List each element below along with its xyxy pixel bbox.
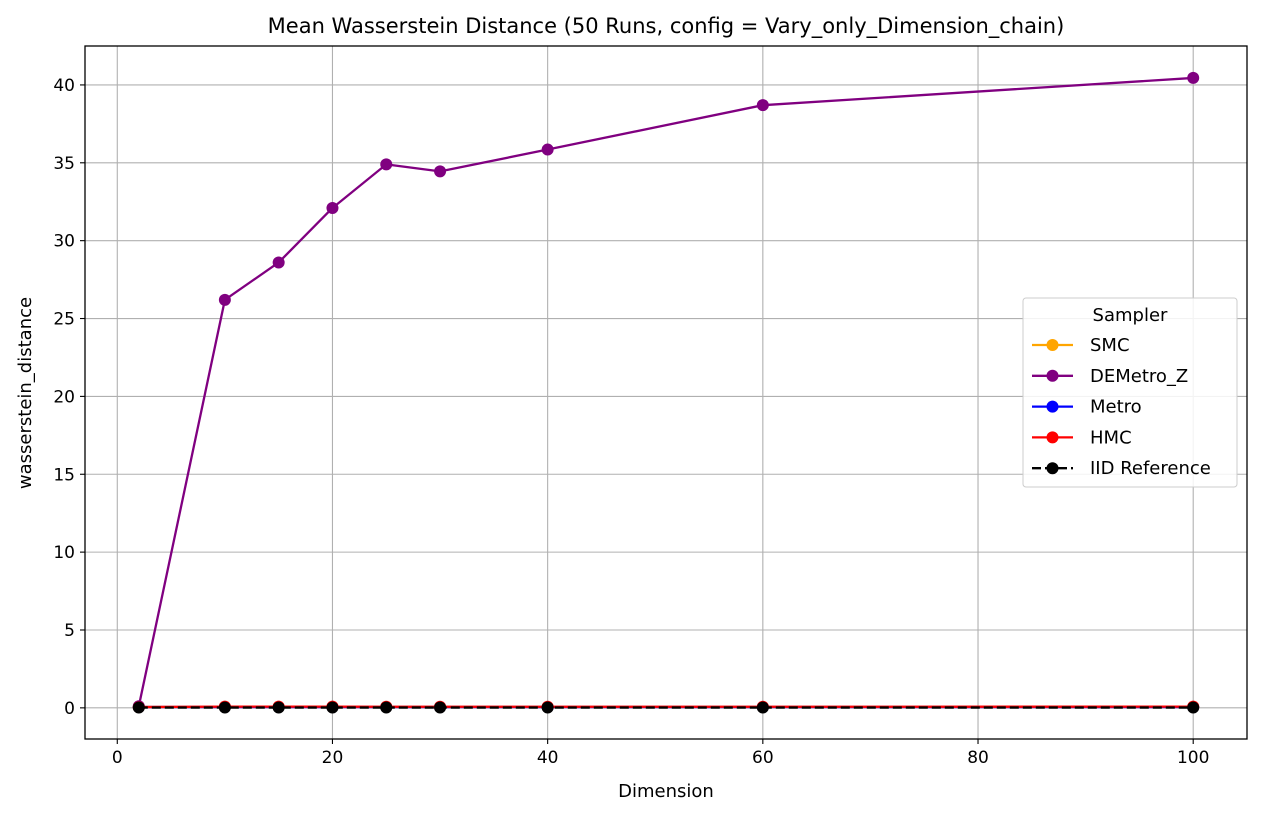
data-point-iid-reference	[541, 701, 554, 714]
legend-item-metro: Metro	[1032, 397, 1142, 418]
x-tick-label: 60	[752, 748, 774, 768]
legend-item-smc: SMC	[1032, 335, 1130, 356]
legend-title: Sampler	[1093, 305, 1168, 326]
y-tick-label: 10	[53, 543, 75, 563]
legend-label: DEMetro_Z	[1090, 366, 1188, 387]
legend-box	[1022, 297, 1238, 488]
legend-swatch-marker	[1046, 400, 1059, 413]
y-tick-label: 40	[53, 76, 75, 96]
data-point-demetro-z	[272, 256, 285, 269]
data-point-iid-reference	[132, 701, 145, 714]
legend-swatch-marker	[1046, 431, 1059, 444]
data-point-iid-reference	[1187, 701, 1200, 714]
legend-label: IID Reference	[1090, 458, 1211, 479]
data-point-iid-reference	[272, 701, 285, 714]
chart-title: Mean Wasserstein Distance (50 Runs, conf…	[268, 14, 1065, 39]
y-axis-label: wasserstein_distance	[15, 297, 36, 489]
data-point-iid-reference	[434, 701, 447, 714]
axis-ticks: 0 20 40 60 80 100 0 5 10 15 20 25 30 35 40	[53, 76, 1209, 768]
y-tick-label: 15	[53, 465, 75, 485]
data-point-demetro-z	[218, 293, 231, 306]
plot-frame	[84, 45, 1248, 740]
legend-item-hmc: HMC	[1032, 427, 1132, 448]
y-tick-label: 5	[64, 621, 75, 641]
x-tick-label: 0	[112, 748, 123, 768]
data-point-iid-reference	[756, 701, 769, 714]
y-tick-label: 0	[64, 699, 75, 719]
legend: Sampler SMC DEMetro_Z Metro HMC IID Referenc…	[1022, 297, 1238, 488]
y-tick-label: 35	[53, 154, 75, 174]
data-point-demetro-z	[380, 158, 393, 171]
legend-label: SMC	[1090, 335, 1130, 356]
x-tick-label: 80	[967, 748, 989, 768]
series-demetro-z	[132, 71, 1200, 713]
data-point-demetro-z	[434, 165, 447, 178]
data-point-iid-reference	[380, 701, 393, 714]
data-point-demetro-z	[326, 201, 339, 214]
x-tick-label: 40	[537, 748, 559, 768]
legend-item-demetro-z: DEMetro_Z	[1032, 366, 1188, 387]
data-point-iid-reference	[326, 701, 339, 714]
x-axis-label: Dimension	[618, 781, 714, 802]
legend-swatch-marker	[1046, 369, 1059, 382]
x-tick-label: 100	[1177, 748, 1209, 768]
y-tick-label: 25	[53, 310, 75, 330]
data-point-demetro-z	[756, 99, 769, 112]
x-tick-label: 20	[322, 748, 344, 768]
y-tick-label: 20	[53, 387, 75, 407]
series-iid-reference	[132, 701, 1200, 714]
legend-item-iid-reference: IID Reference	[1032, 458, 1211, 479]
legend-label: HMC	[1090, 427, 1132, 448]
data-point-iid-reference	[218, 701, 231, 714]
legend-label: Metro	[1090, 397, 1142, 418]
series-lines	[132, 71, 1200, 714]
data-point-demetro-z	[541, 143, 554, 156]
legend-swatch-marker	[1046, 462, 1059, 475]
legend-swatch-marker	[1046, 339, 1059, 351]
y-tick-label: 30	[53, 232, 75, 252]
data-point-demetro-z	[1187, 71, 1200, 84]
